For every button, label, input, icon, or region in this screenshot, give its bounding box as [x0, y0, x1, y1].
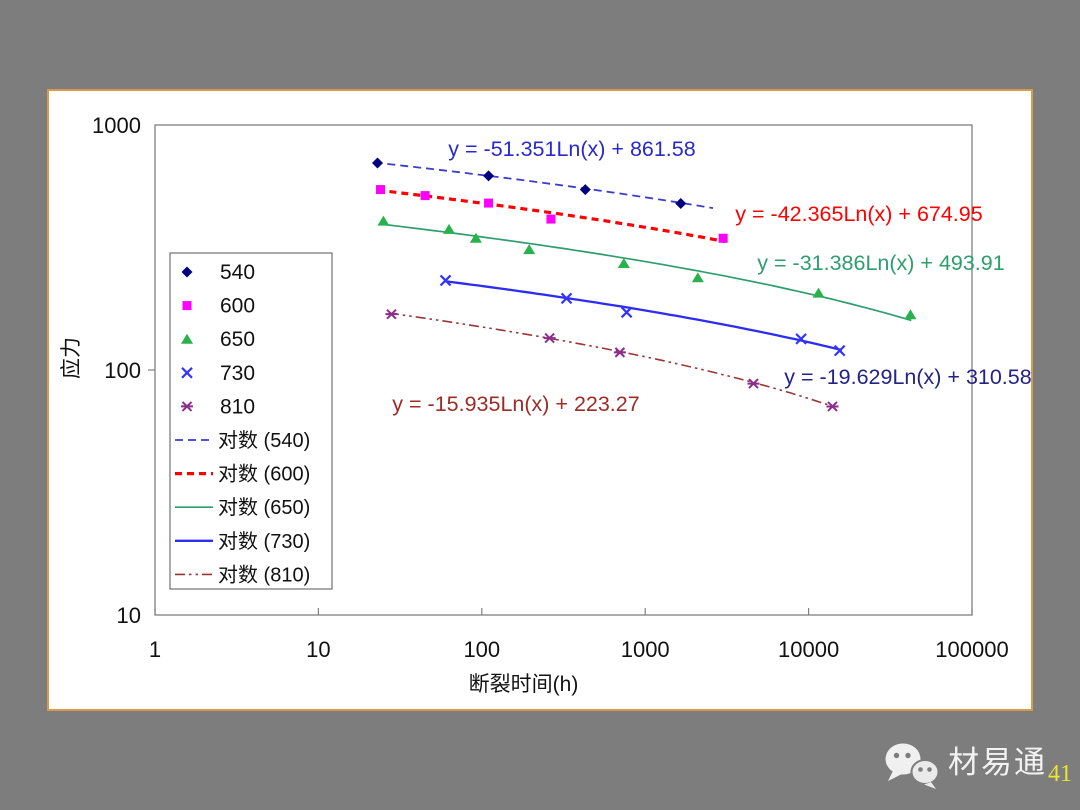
- square-marker: [420, 191, 430, 201]
- trendline-540: [374, 161, 714, 209]
- x-tick-label: 100000: [935, 637, 1008, 662]
- triangle-marker: [181, 333, 193, 344]
- trendline-600: [377, 188, 726, 244]
- y-tick-label: 100: [104, 358, 141, 383]
- diamond-marker: [579, 184, 591, 196]
- x-marker: [439, 274, 452, 287]
- legend-label: 对数 (600): [218, 463, 310, 486]
- page-number: 41: [1048, 761, 1072, 787]
- series-points-650: [377, 215, 917, 320]
- square-marker: [484, 198, 494, 208]
- y-tick-label: 10: [117, 603, 141, 628]
- square-marker: [546, 214, 556, 224]
- star-marker: [385, 308, 398, 320]
- star-marker: [747, 378, 760, 389]
- y-axis-title: 应力: [60, 337, 83, 379]
- star-marker: [181, 401, 193, 412]
- legend-label: 对数 (810): [218, 563, 310, 586]
- square-marker: [182, 301, 192, 311]
- star-marker: [826, 401, 839, 412]
- legend: 540 600 650 730 810 对数 (540) 对数 (600) 对数 (650) 对…: [169, 252, 333, 590]
- diamond-marker: [483, 170, 495, 182]
- series-points-600: [376, 185, 728, 243]
- x-marker: [181, 367, 193, 379]
- triangle-marker: [812, 287, 825, 298]
- x-axis-title: 断裂时间(h): [469, 673, 579, 696]
- trendline-730: [444, 279, 843, 352]
- x-axis: 1 10 100 1000 10000 100000: [149, 608, 1009, 662]
- x-marker: [620, 306, 633, 319]
- square-marker: [718, 233, 728, 243]
- x-tick-label: 10: [306, 637, 330, 662]
- triangle-marker: [691, 272, 704, 283]
- x-marker: [795, 333, 807, 345]
- x-tick-label: 1: [149, 637, 161, 662]
- legend-label: 540: [220, 261, 255, 284]
- triangle-marker: [523, 244, 536, 255]
- x-tick-label: 1000: [621, 637, 670, 662]
- series-points-540: [372, 157, 687, 210]
- y-tick-label: 1000: [92, 113, 141, 138]
- triangle-marker: [904, 309, 917, 320]
- legend-label: 810: [220, 395, 255, 418]
- series-points-810: [385, 308, 839, 412]
- trendline-810: [388, 312, 836, 408]
- legend-label: 对数 (730): [218, 530, 310, 553]
- legend-label: 对数 (540): [218, 429, 310, 452]
- x-marker: [560, 292, 573, 305]
- x-tick-label: 10000: [778, 637, 839, 662]
- legend-label: 730: [220, 362, 255, 385]
- x-tick-label: 100: [463, 637, 500, 662]
- wechat-icon: [885, 743, 940, 789]
- equation-label-730: y = -19.629Ln(x) + 310.58: [784, 365, 1031, 389]
- footer-brand: 材易通 41: [882, 741, 1072, 789]
- equation-label-810: y = -15.935Ln(x) + 223.27: [392, 392, 639, 416]
- triangle-marker: [377, 215, 390, 226]
- diamond-marker: [181, 266, 193, 278]
- series-points-730: [439, 274, 846, 357]
- x-marker: [833, 344, 846, 357]
- diamond-marker: [675, 198, 687, 210]
- legend-box: [169, 252, 333, 590]
- star-marker: [543, 332, 556, 344]
- triangle-marker: [469, 232, 482, 243]
- legend-label: 650: [220, 328, 255, 351]
- equation-label-600: y = -42.365Ln(x) + 674.95: [735, 202, 982, 226]
- y-axis: 10 100 1000: [92, 113, 155, 628]
- triangle-marker: [617, 258, 630, 269]
- diamond-marker: [372, 157, 384, 169]
- legend-label: 600: [220, 295, 255, 318]
- equation-label-540: y = -51.351Ln(x) + 861.58: [448, 137, 695, 161]
- equation-label-650: y = -31.386Ln(x) + 493.91: [757, 251, 1004, 275]
- triangle-marker: [443, 223, 456, 234]
- star-marker: [613, 347, 626, 358]
- brand-name: 材易通: [948, 745, 1047, 780]
- legend-label: 对数 (650): [218, 496, 310, 519]
- square-marker: [376, 185, 386, 195]
